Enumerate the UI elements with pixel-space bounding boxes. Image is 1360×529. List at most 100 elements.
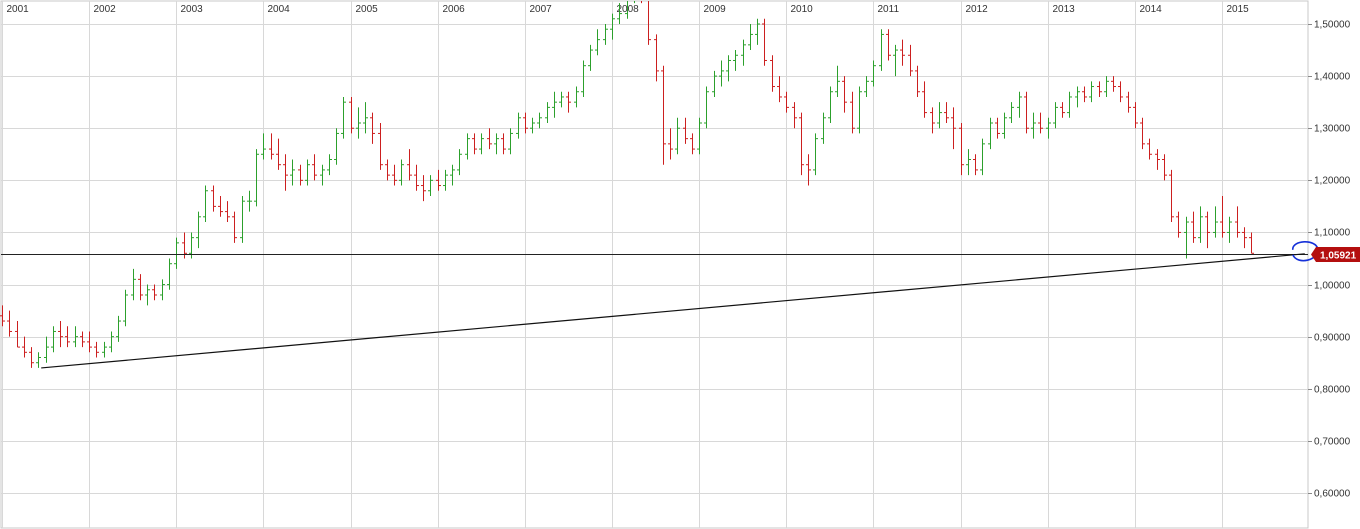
ohlc-bar <box>1075 86 1080 108</box>
plot-frame <box>0 0 1309 529</box>
ohlc-bar <box>595 29 600 56</box>
ohlc-bar <box>378 123 383 170</box>
ohlc-bar <box>1155 149 1160 170</box>
ohlc-bar <box>22 336 27 358</box>
ohlc-bar <box>937 102 942 129</box>
ohlc-bar <box>1198 206 1203 243</box>
ohlc-bar <box>1162 154 1167 181</box>
ohlc-bar <box>174 237 179 269</box>
ohlc-bar <box>102 341 107 358</box>
x-tick-label: 2007 <box>530 4 553 15</box>
y-tick-label: 0,90000 <box>1314 333 1351 344</box>
ohlc-bar <box>1104 76 1109 97</box>
ohlc-bar <box>792 102 797 129</box>
ohlc-bar <box>1220 195 1225 238</box>
ohlc-bar <box>218 195 223 217</box>
x-tick-label: 2011 <box>878 4 900 15</box>
ohlc-bar <box>813 133 818 176</box>
y-tick-label: 1,20000 <box>1314 176 1351 187</box>
ohlc-bar <box>211 185 216 212</box>
ohlc-bar <box>959 123 964 176</box>
ohlc-bar <box>65 326 70 348</box>
ohlc-bar <box>755 18 760 45</box>
ohlc-bar <box>951 107 956 150</box>
x-tick-label: 2014 <box>1140 4 1163 15</box>
current-price-badge-bg <box>1311 247 1360 262</box>
ohlc-bar <box>944 102 949 124</box>
ohlc-bar <box>683 117 688 144</box>
ohlc-bar <box>349 96 354 134</box>
ohlc-bar <box>1191 211 1196 243</box>
ohlc-bar <box>566 91 571 113</box>
ohlc-bar <box>327 154 332 176</box>
ohlc-bar <box>1169 169 1174 223</box>
ohlc-bar <box>915 65 920 97</box>
ohlc-bar <box>1140 117 1145 150</box>
x-tick-label: 2012 <box>966 4 989 15</box>
ohlc-bar <box>574 86 579 108</box>
y-tick-label: 1,40000 <box>1314 72 1351 83</box>
ohlc-bar <box>1242 227 1247 249</box>
ohlc-bar <box>276 138 281 170</box>
ohlc-bar <box>240 195 245 243</box>
ohlc-bar <box>726 55 731 82</box>
ohlc-bar <box>7 310 12 337</box>
ohlc-bar <box>603 24 608 45</box>
ohlc-bar <box>494 133 499 155</box>
ohlc-bar <box>922 81 927 118</box>
ohlc-bar <box>980 138 985 176</box>
ohlc-bar <box>1133 102 1138 129</box>
x-tick-label: 2003 <box>181 4 204 15</box>
ohlc-bar <box>668 128 673 160</box>
y-tick-label: 1,10000 <box>1314 228 1351 239</box>
ohlc-bar <box>857 86 862 134</box>
ohlc-bar <box>733 50 738 71</box>
ohlc-bar <box>356 107 361 139</box>
ohlc-bar <box>109 331 114 353</box>
ohlc-bar <box>973 154 978 176</box>
ohlc-bar <box>44 336 49 363</box>
ohlc-bar <box>479 133 484 155</box>
y-tick-label: 0,70000 <box>1314 437 1351 448</box>
ohlc-bar <box>399 159 404 186</box>
ohlc-bar <box>559 91 564 108</box>
ohlc-bar <box>625 1 628 19</box>
ohlc-bar <box>617 3 622 24</box>
price-bars <box>0 1 1254 368</box>
y-tick-label: 0,80000 <box>1314 385 1351 396</box>
ohlc-bar <box>1111 76 1116 92</box>
ohlc-bar <box>1046 117 1051 139</box>
ohlc-bar <box>15 321 20 348</box>
x-tick-label: 2009 <box>704 4 727 15</box>
ohlc-bar <box>123 289 128 327</box>
ohlc-bar <box>806 154 811 186</box>
ohlc-bar <box>1227 216 1232 243</box>
ohlc-bar <box>290 159 295 186</box>
ohlc-bar <box>712 70 717 97</box>
ohlc-bar <box>799 112 804 176</box>
ohlc-bar <box>363 102 368 134</box>
ohlc-bar <box>116 315 121 342</box>
ohlc-bar <box>930 107 935 134</box>
ohlc-bar <box>152 284 157 301</box>
current-price-label: 1,05921 <box>1320 251 1357 262</box>
ohlc-bar <box>1067 91 1072 118</box>
ohlc-bar <box>828 86 833 124</box>
x-tick-label: 2006 <box>443 4 466 15</box>
ohlc-bar <box>487 128 492 150</box>
ohlc-bar <box>552 91 557 118</box>
ohlc-bar <box>414 164 419 191</box>
ohlc-bar <box>1176 211 1181 238</box>
x-tick-label: 2001 <box>7 4 30 15</box>
y-tick-label: 1,30000 <box>1314 124 1351 135</box>
ohlc-bar <box>850 91 855 134</box>
ohlc-bar <box>1024 91 1029 134</box>
ohlc-bar <box>1097 81 1102 97</box>
ohlc-bar <box>654 34 659 82</box>
x-tick-label: 2004 <box>268 4 291 15</box>
ohlc-bar <box>501 133 506 155</box>
ohlc-bar <box>690 133 695 155</box>
ohlc-bar <box>1205 211 1210 249</box>
axis-tick-labels: 2001 2002 2003 2004 2005 2006 2007 2008 2009 2010… <box>7 4 1351 500</box>
